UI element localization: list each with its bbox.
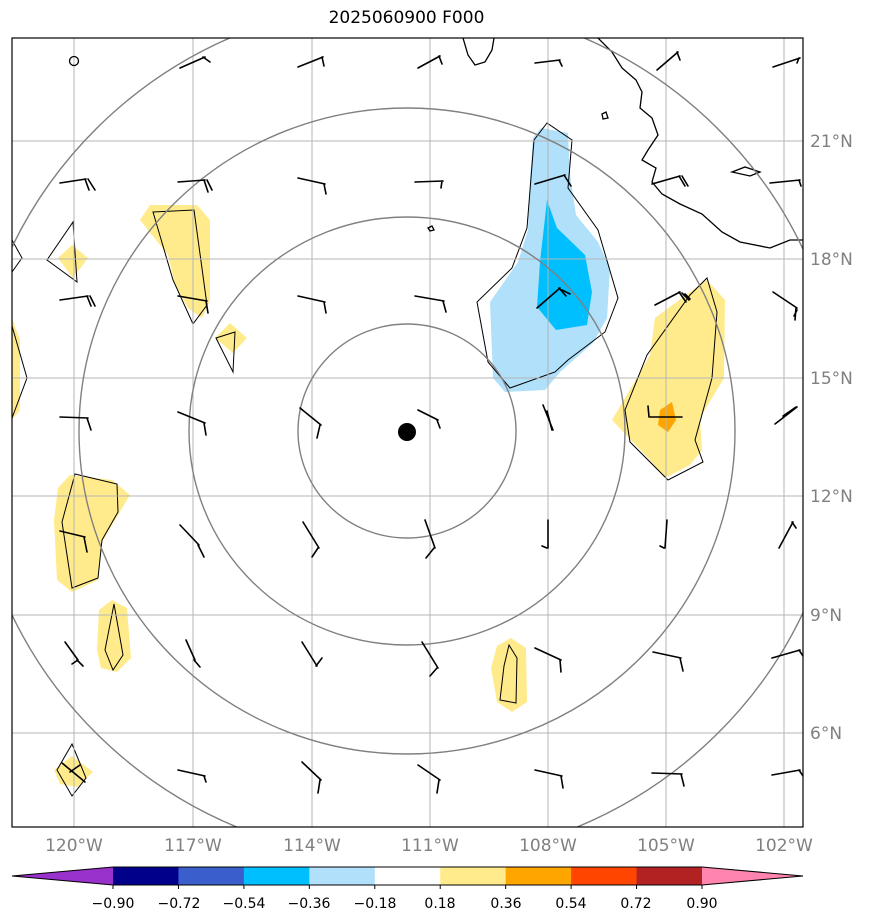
map-border: [11, 37, 804, 828]
lon-label: 111°W: [401, 836, 459, 856]
colorbar-extend-low: [12, 867, 113, 885]
contour-lines: [12, 122, 718, 797]
lat-label: 18°N: [810, 250, 853, 270]
coastline: [68, 38, 803, 249]
colorbar-swatch: [243, 867, 310, 885]
longitude-labels: 120°W 117°W 114°W 111°W 108°W 105°W 102°…: [45, 836, 813, 856]
lon-label: 102°W: [755, 836, 813, 856]
colorbar-swatch: [505, 867, 572, 885]
colorbar: −0.90 −0.72 −0.54 −0.36 −0.18 0.18 0.36 …: [11, 866, 804, 912]
lon-label: 114°W: [283, 836, 341, 856]
colorbar-swatch: [636, 867, 703, 885]
colorbar-ticks: −0.90 −0.72 −0.54 −0.36 −0.18 0.18 0.36 …: [92, 896, 718, 912]
latitude-labels: 21°N 18°N 15°N 12°N 9°N 6°N: [810, 132, 853, 744]
wind-barbs: [59, 51, 803, 794]
colorbar-tick-label: −0.90: [92, 896, 135, 912]
colorbar-tick-label: 0.72: [620, 896, 651, 912]
map-area: [12, 38, 803, 827]
colorbar-swatch: [440, 867, 507, 885]
storm-center-dot: [398, 423, 416, 441]
colorbar-swatch: [178, 867, 245, 885]
colorbar-swatch: [309, 867, 376, 885]
colorbar-extend-high: [702, 867, 803, 885]
lon-label: 108°W: [519, 836, 577, 856]
lat-label: 6°N: [810, 724, 842, 744]
colorbar-tick-label: 0.90: [686, 896, 717, 912]
colorbar-swatches: [12, 867, 803, 885]
colorbar-tick-label: 0.18: [424, 896, 455, 912]
colorbar-tick-label: −0.36: [288, 896, 331, 912]
range-rings: [12, 38, 803, 827]
colorbar-tick-label: −0.54: [223, 896, 266, 912]
colorbar-swatch: [571, 867, 638, 885]
lat-label: 21°N: [810, 132, 853, 152]
colorbar-tick-label: −0.18: [354, 896, 397, 912]
grid-lines: [12, 38, 803, 827]
colorbar-tick-marks: [112, 885, 703, 889]
lon-label: 105°W: [637, 836, 695, 856]
colorbar-swatch: [113, 867, 179, 885]
lat-label: 12°N: [810, 487, 853, 507]
colorbar-tick-label: 0.36: [490, 896, 521, 912]
lat-label: 9°N: [810, 606, 842, 626]
lat-label: 15°N: [810, 369, 853, 389]
colorbar-swatch: [374, 867, 441, 885]
lon-label: 117°W: [164, 836, 222, 856]
lon-label: 120°W: [45, 836, 103, 856]
plot-title: 2025060900 F000: [328, 8, 485, 28]
colorbar-tick-label: 0.54: [555, 896, 586, 912]
colorbar-tick-label: −0.72: [158, 896, 201, 912]
shaded-field: [12, 128, 725, 787]
